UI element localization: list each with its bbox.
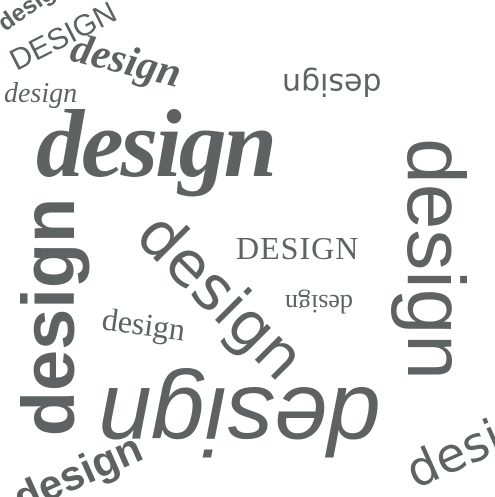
word-design-bold-italic-slanted: design bbox=[67, 27, 186, 95]
word-design-upside-down-top-right: design bbox=[282, 68, 382, 98]
word-design-caps-center: DESIGN bbox=[236, 232, 359, 264]
word-design-upside-down-small: design bbox=[285, 290, 353, 316]
word-design-vertical-left: design bbox=[12, 198, 86, 436]
word-design-vertical-right: design bbox=[394, 138, 476, 380]
word-design-serif-center-left: design bbox=[100, 302, 187, 345]
word-design-bottom-right-corner: design bbox=[399, 388, 495, 497]
word-design-large-bold-italic: design bbox=[36, 96, 274, 192]
word-design-bottom-left: design bbox=[7, 426, 148, 497]
